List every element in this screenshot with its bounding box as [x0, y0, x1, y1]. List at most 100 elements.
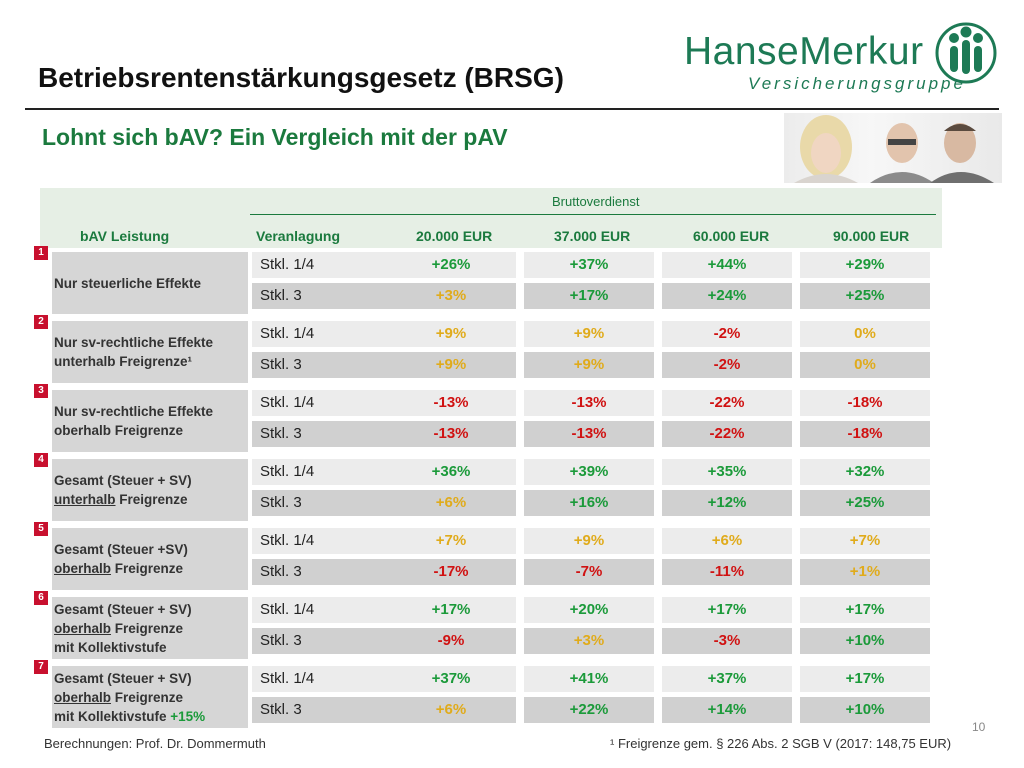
cell-steuerklasse: Stkl. 1/4	[252, 321, 394, 347]
cell-value: -13%	[386, 421, 516, 447]
table-row: Stkl. 3 +9% +9% -2% 0%	[252, 352, 942, 378]
cell-value: +9%	[386, 352, 516, 378]
cell-value: +9%	[524, 528, 654, 554]
cell-value: +10%	[800, 697, 930, 723]
header-salary-20000: 20.000 EUR	[416, 228, 493, 244]
cell-value: -13%	[524, 390, 654, 416]
cell-steuerklasse: Stkl. 3	[252, 559, 394, 585]
cell-value: +37%	[662, 666, 792, 692]
cell-value: +26%	[386, 252, 516, 278]
header-veranlagung: Veranlagung	[256, 228, 341, 244]
cell-steuerklasse: Stkl. 1/4	[252, 666, 394, 692]
header-salary-90000: 90.000 EUR	[833, 228, 910, 244]
cell-value: +9%	[386, 321, 516, 347]
group-label: Nur sv-rechtliche Effekte oberhalb Freigr…	[54, 404, 214, 438]
cell-value: +25%	[800, 283, 930, 309]
header-underline	[250, 214, 936, 215]
cell-value: +10%	[800, 628, 930, 654]
cell-value: -13%	[386, 390, 516, 416]
group-label: Gesamt (Steuer +SV) oberhalb Freigrenze	[54, 542, 188, 576]
people-photo	[784, 113, 1002, 183]
cell-value: +1%	[800, 559, 930, 585]
title-divider	[25, 108, 999, 110]
table-row: Stkl. 1/4 +37% +41% +37% +17%	[252, 666, 942, 692]
cell-value: +6%	[386, 697, 516, 723]
header-salary-37000: 37.000 EUR	[554, 228, 631, 244]
cell-value: +39%	[524, 459, 654, 485]
cell-value: -22%	[662, 421, 792, 447]
cell-steuerklasse: Stkl. 3	[252, 697, 394, 723]
group-label: Nur sv-rechtliche Effekte unterhalb Freig…	[54, 335, 214, 369]
group-number-badge: 6	[34, 591, 48, 605]
cell-value: -13%	[524, 421, 654, 447]
cell-value: +17%	[386, 597, 516, 623]
cell-value: +32%	[800, 459, 930, 485]
footer-footnote: ¹ Freigrenze gem. § 226 Abs. 2 SGB V (20…	[610, 736, 952, 751]
cell-value: -3%	[662, 628, 792, 654]
cell-steuerklasse: Stkl. 3	[252, 352, 394, 378]
cell-value: +20%	[524, 597, 654, 623]
header-bruttoverdienst: Bruttoverdienst	[552, 194, 640, 209]
cell-value: +14%	[662, 697, 792, 723]
cell-value: +17%	[662, 597, 792, 623]
cell-value: +25%	[800, 490, 930, 516]
group-number-badge: 4	[34, 453, 48, 467]
table-row: Stkl. 3 -17% -7% -11% +1%	[252, 559, 942, 585]
cell-value: 0%	[800, 352, 930, 378]
group-label: Gesamt (Steuer + SV) oberhalb Freigrenze m…	[54, 671, 206, 724]
cell-value: -17%	[386, 559, 516, 585]
group-number-badge: 5	[34, 522, 48, 536]
cell-steuerklasse: Stkl. 1/4	[252, 252, 394, 278]
cell-value: +35%	[662, 459, 792, 485]
cell-value: +7%	[386, 528, 516, 554]
cell-value: +9%	[524, 352, 654, 378]
cell-value: +29%	[800, 252, 930, 278]
comparison-table: Bruttoverdienst bAV Leistung Veranlagung…	[34, 188, 942, 728]
cell-value: +36%	[386, 459, 516, 485]
group-number-badge: 2	[34, 315, 48, 329]
table-row: Stkl. 3 -13% -13% -22% -18%	[252, 421, 942, 447]
cell-value: +44%	[662, 252, 792, 278]
group-label-box	[52, 459, 248, 521]
cell-steuerklasse: Stkl. 1/4	[252, 528, 394, 554]
table-row: Stkl. 1/4 +26% +37% +44% +29%	[252, 252, 942, 278]
table-row: Stkl. 1/4 +9% +9% -2% 0%	[252, 321, 942, 347]
cell-value: -2%	[662, 352, 792, 378]
header-bav-leistung: bAV Leistung	[80, 228, 170, 244]
table-row: Stkl. 3 +3% +17% +24% +25%	[252, 283, 942, 309]
cell-value: 0%	[800, 321, 930, 347]
cell-steuerklasse: Stkl. 1/4	[252, 459, 394, 485]
group-label-box	[52, 528, 248, 590]
cell-value: -7%	[524, 559, 654, 585]
cell-steuerklasse: Stkl. 1/4	[252, 390, 394, 416]
header-salary-60000: 60.000 EUR	[693, 228, 770, 244]
cell-value: +17%	[800, 597, 930, 623]
cell-value: +6%	[662, 528, 792, 554]
logo-tagline: Versicherungsgruppe	[748, 74, 966, 93]
cell-value: +3%	[524, 628, 654, 654]
group-number-badge: 1	[34, 246, 48, 260]
page-number: 10	[972, 720, 986, 734]
cell-value: -9%	[386, 628, 516, 654]
table-row: Stkl. 1/4 +7% +9% +6% +7%	[252, 528, 942, 554]
group-label-box	[52, 252, 248, 314]
group-label: Nur steuerliche Effekte	[54, 276, 202, 291]
cell-value: +37%	[524, 252, 654, 278]
table-row: Stkl. 3 +6% +16% +12% +25%	[252, 490, 942, 516]
group-label-box	[52, 597, 248, 659]
cell-value: -18%	[800, 421, 930, 447]
logo-name: HanseMerkur	[684, 30, 924, 73]
cell-value: -2%	[662, 321, 792, 347]
slide-title: Betriebsrentenstärkungsgesetz (BRSG)	[38, 62, 564, 93]
cell-value: -22%	[662, 390, 792, 416]
footer-source: Berechnungen: Prof. Dr. Dommermuth	[44, 736, 266, 751]
group-label: Gesamt (Steuer + SV) oberhalb Freigrenze m…	[54, 602, 192, 655]
cell-value: +41%	[524, 666, 654, 692]
group-label: Gesamt (Steuer + SV) unterhalb Freigrenze	[54, 473, 192, 507]
cell-value: +7%	[800, 528, 930, 554]
cell-value: +12%	[662, 490, 792, 516]
cell-value: +6%	[386, 490, 516, 516]
cell-value: +16%	[524, 490, 654, 516]
cell-value: -11%	[662, 559, 792, 585]
logo-figures-icon	[935, 22, 997, 84]
